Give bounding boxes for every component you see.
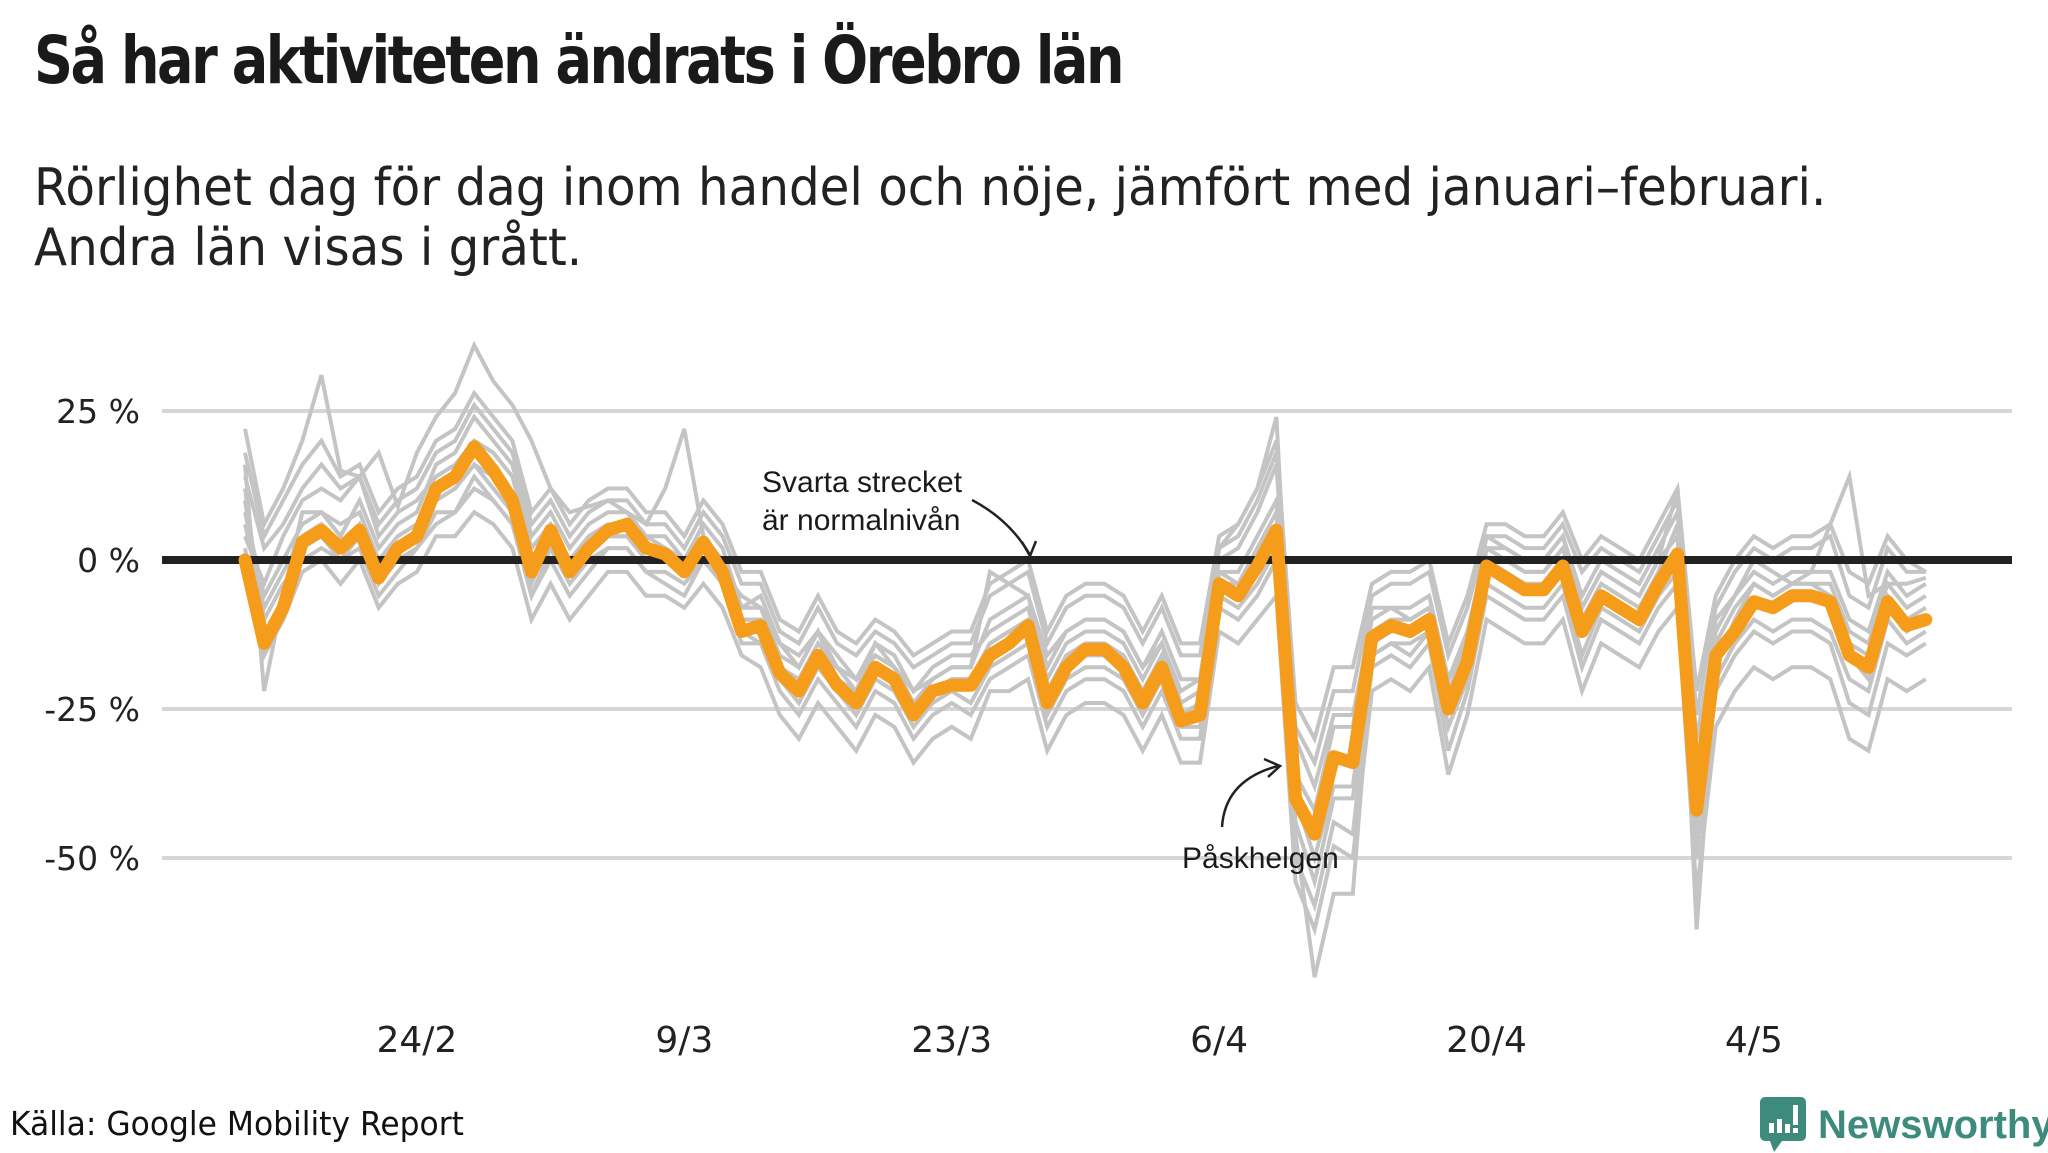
other-county-line [243,509,1927,937]
x-tick-label: 24/2 [376,1020,457,1061]
annotation-normal-level-line1: Svarta strecket [762,466,963,499]
x-tick-label: 23/3 [911,1020,992,1061]
chart-speech-bubble-icon [1760,1097,1806,1152]
other-counties-series [243,340,1927,978]
annotation-normal-level-line2: är normalnivån [762,504,960,537]
newsworthy-logo[interactable]: Newsworthy [1760,1097,2048,1153]
y-tick-label: 0 % [77,541,140,580]
y-tick-label: -50 % [44,839,140,878]
x-tick-label: 6/4 [1190,1020,1248,1061]
other-county-line [243,389,1927,745]
subtitle-line-2: Andra län visas i grått. [34,218,583,278]
brand-name: Newsworthy [1818,1102,2048,1147]
arrow-head-icon [1263,757,1283,778]
y-tick-label: 25 % [56,392,140,431]
arrow-head-icon [1020,540,1038,559]
highlight-series [238,440,1933,841]
annotation-arrow [1220,764,1279,828]
x-axis-ticks: 24/2 9/3 23/3 6/4 20/4 4/5 [376,1020,1782,1061]
y-axis-ticks: 25 % 0 % -25 % -50 % [44,392,140,878]
subtitle: Rörlighet dag för dag inom handel och nö… [34,158,1826,278]
annotations: Svarta strecket är normalnivån Påskhelgen [762,466,1339,875]
annotation-arrow [971,498,1032,556]
subtitle-line-1: Rörlighet dag för dag inom handel och nö… [34,158,1827,218]
x-tick-label: 20/4 [1446,1020,1527,1061]
page-title: Så har aktiviteten ändrats i Örebro län [34,22,1125,99]
x-tick-label: 4/5 [1725,1020,1783,1061]
y-tick-label: -25 % [44,690,140,729]
source-note: Källa: Google Mobility Report [10,1104,464,1143]
orebro-line [238,440,1933,841]
x-tick-label: 9/3 [655,1020,713,1061]
annotation-easter: Påskhelgen [1182,842,1339,875]
